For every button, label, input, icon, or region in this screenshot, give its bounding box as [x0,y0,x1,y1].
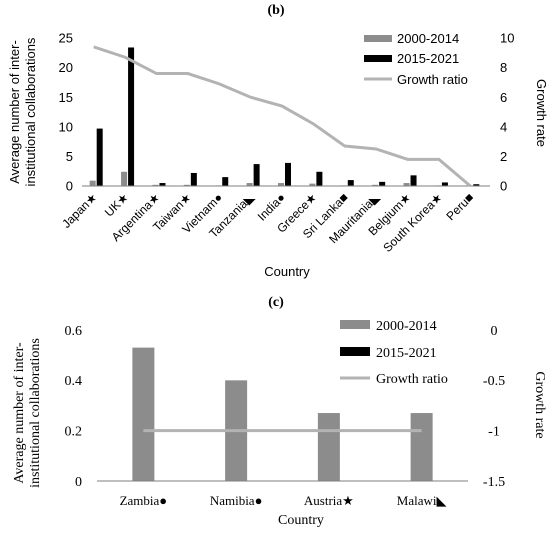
bar-2015-2021-uk [128,47,135,186]
chart-panel-c: (c) Average number of inter- institution… [12,295,547,528]
panel-b-ylabel-line2: institutional collaborations [23,37,38,186]
left-tick-label: 0.2 [65,425,83,440]
right-tick-label: -1 [488,425,500,440]
x-tick-label-japan: Japan★ [59,190,100,231]
bar-2000-2014-zambia [132,347,155,481]
legend-label-growth: Growth ratio [376,372,448,387]
panel-b-left-ticks: 0 5 10 15 20 25 [59,31,73,194]
panel-c-left-ticks: 0 0.2 0.4 0.6 [65,324,83,490]
bar-2015-2021-india [285,162,291,186]
bar-2000-2014-greece [309,183,316,186]
panel-c-ylabel-line2: institutional collaborations [28,338,43,488]
bar-2015-2021-vietnam [222,177,229,186]
right-tick-label: 0 [500,179,507,194]
panel-c-ylabel-line1: Average number of inter- [12,342,27,484]
left-tick-label: 0.4 [65,374,83,389]
bar-2015-2021-mauritania [379,181,386,186]
right-tick-label: 8 [500,60,507,75]
legend-swatch-2000-2014 [364,35,392,42]
panel-c-ylabel-right: Growth rate [532,371,547,438]
left-tick-label: 0 [75,475,82,490]
panel-c-x-tick-labels: Zambia● Namibia● Austria★ Malawi◣ [120,493,447,508]
legend-swatch-2015-2021 [364,55,392,62]
left-tick-label: 25 [59,31,73,46]
bar-2000-2014-japan [89,180,96,186]
legend-label-2015-2021: 2015-2021 [376,346,437,361]
panel-b-x-tick-labels: Japan★ UK★Argentina★Taiwan★Vietnam●Tanzan… [59,190,476,255]
panel-b-xlabel: Country [264,264,310,279]
panel-c-bars [132,347,433,481]
x-tick-label-austria: Austria★ [304,493,354,508]
bar-2015-2021-greece [316,171,323,186]
panel-c-right-ticks: 0 -0.5 -1 -1.5 [483,324,505,490]
bar-2015-2021-belgium [410,175,417,186]
panel-c-xlabel: Country [278,513,324,528]
left-tick-label: 20 [59,60,73,75]
legend-swatch-2015-2021 [340,347,370,356]
legend-swatch-2000-2014 [340,320,370,329]
panel-c-label: (c) [268,295,284,310]
panel-b-growth-line [93,45,472,188]
bar-2000-2014-argentina [152,184,159,186]
bar-2000-2014-uk [121,171,128,186]
bar-2015-2021-south-korea [441,182,448,186]
bar-2015-2021-sri-lanka [347,180,354,186]
right-tick-label: 0 [491,324,498,339]
right-tick-label: 2 [500,149,507,164]
left-tick-label: 15 [59,90,73,105]
left-tick-label: 0 [66,179,73,194]
x-tick-label-namibia: Namibia● [210,493,263,508]
left-tick-label: 0.6 [65,324,83,339]
legend-label-2000-2014: 2000-2014 [376,319,437,334]
legend-label-2000-2014: 2000-2014 [397,31,459,46]
panel-b-ylabel-line1: Average number of inter- [7,40,22,184]
bar-2015-2021-taiwan [190,172,197,186]
bar-2015-2021-peru [473,184,480,186]
panel-b-right-ticks: 0 2 4 6 8 10 [500,31,514,194]
panel-b-label: (b) [267,3,284,18]
left-tick-label: 10 [59,119,73,134]
panel-b-bars [89,47,480,186]
right-tick-label: -0.5 [483,374,505,389]
x-tick-label-zambia: Zambia● [120,493,168,508]
legend-label-growth: Growth ratio [397,72,468,87]
panel-b-legend: 2000-2014 2015-2021 Growth ratio [364,31,468,87]
bar-2000-2014-india [278,183,284,186]
bar-2000-2014-malawi [410,413,433,481]
x-tick-label-peru: Peru■ [443,190,476,223]
x-tick-label-malawi: Malawi◣ [397,493,447,508]
bar-2015-2021-tanzania [253,164,260,186]
left-tick-label: 5 [66,149,73,164]
bar-2015-2021-japan [96,128,103,186]
panel-b-ylabel-right: Growth rate [534,79,549,147]
bar-2000-2014-austria [317,413,340,481]
legend-label-2015-2021: 2015-2021 [397,51,459,66]
bar-2000-2014-belgium [403,183,410,186]
right-tick-label: -1.5 [483,475,505,490]
right-tick-label: 4 [500,119,507,134]
right-tick-label: 10 [500,31,514,46]
bar-2000-2014-tanzania [246,183,253,186]
panel-c-legend: 2000-2014 2015-2021 Growth ratio [340,319,448,387]
bar-2015-2021-argentina [159,183,166,186]
bar-2000-2014-mauritania [372,184,379,186]
right-tick-label: 6 [500,90,507,105]
bar-2000-2014-taiwan [183,184,190,186]
chart-panel-b: (b) Average number of inter- institution… [7,3,549,279]
